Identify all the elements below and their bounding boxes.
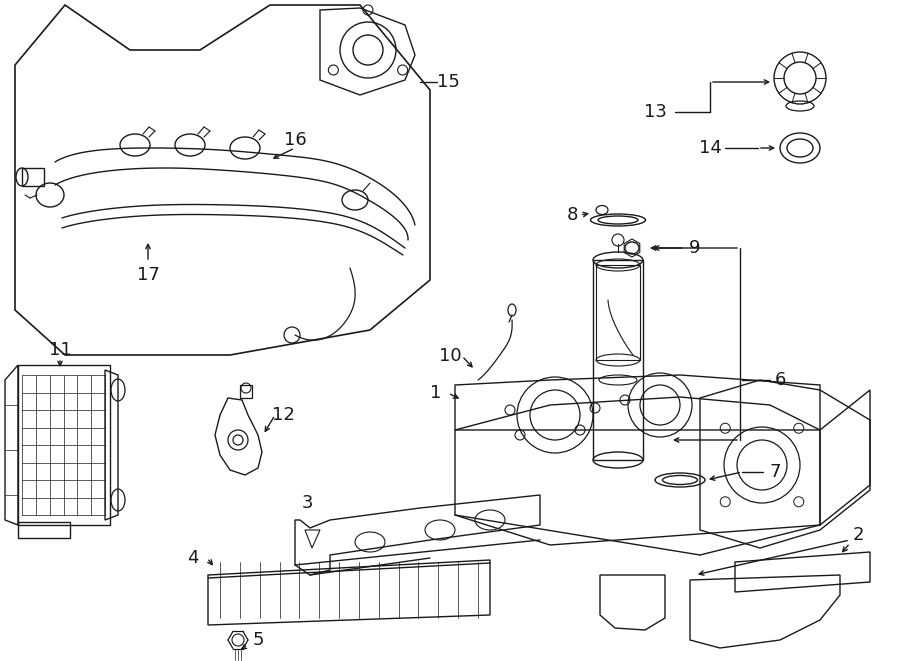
Text: 3: 3 bbox=[302, 494, 313, 512]
Text: 16: 16 bbox=[284, 131, 306, 149]
Text: 11: 11 bbox=[49, 341, 71, 359]
Text: 12: 12 bbox=[272, 406, 294, 424]
Text: 4: 4 bbox=[187, 549, 199, 567]
Text: 13: 13 bbox=[644, 103, 666, 121]
Text: 9: 9 bbox=[689, 239, 701, 257]
Text: 14: 14 bbox=[698, 139, 722, 157]
Text: 10: 10 bbox=[438, 347, 462, 365]
Text: 17: 17 bbox=[137, 266, 159, 284]
Bar bbox=[22, 168, 44, 186]
Text: 7: 7 bbox=[770, 463, 781, 481]
Text: 8: 8 bbox=[566, 206, 578, 224]
Text: 5: 5 bbox=[252, 631, 264, 649]
Text: 6: 6 bbox=[774, 371, 786, 389]
Text: 2: 2 bbox=[852, 526, 864, 544]
Text: 15: 15 bbox=[436, 73, 459, 91]
Text: 1: 1 bbox=[430, 384, 442, 402]
